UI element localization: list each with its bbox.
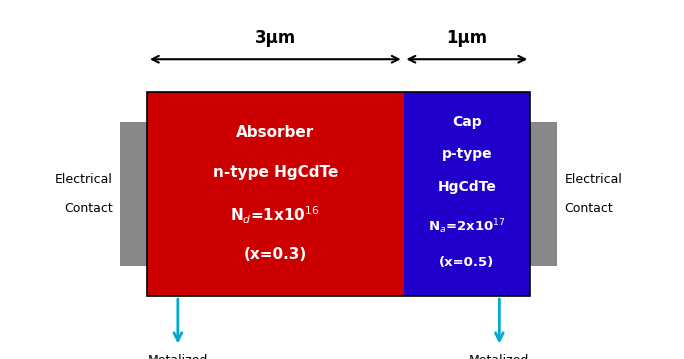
Text: Contact: Contact [64, 202, 113, 215]
Text: 1μm: 1μm [446, 29, 488, 47]
Text: Contact: Contact [564, 202, 613, 215]
Text: n-type HgCdTe: n-type HgCdTe [213, 165, 338, 180]
Text: N$_a$=2x10$^{17}$: N$_a$=2x10$^{17}$ [428, 217, 505, 236]
Text: Cap: Cap [452, 115, 482, 129]
Bar [530, 122, 557, 266]
Bar [147, 92, 530, 296]
Text: HgCdTe: HgCdTe [437, 180, 497, 194]
Text: Absorber: Absorber [236, 125, 315, 140]
Bar [404, 92, 530, 296]
Bar [147, 92, 404, 296]
Text: (x=0.3): (x=0.3) [244, 247, 307, 262]
Text: Electrical: Electrical [564, 173, 622, 186]
Text: Metalized: Metalized [469, 354, 529, 359]
Text: p-type: p-type [441, 148, 492, 161]
Text: Metalized: Metalized [148, 354, 208, 359]
Text: Electrical: Electrical [55, 173, 113, 186]
Bar [120, 122, 147, 266]
Text: N$_d$=1x10$^{16}$: N$_d$=1x10$^{16}$ [231, 205, 320, 226]
Text: 3μm: 3μm [254, 29, 296, 47]
Text: (x=0.5): (x=0.5) [439, 256, 495, 269]
